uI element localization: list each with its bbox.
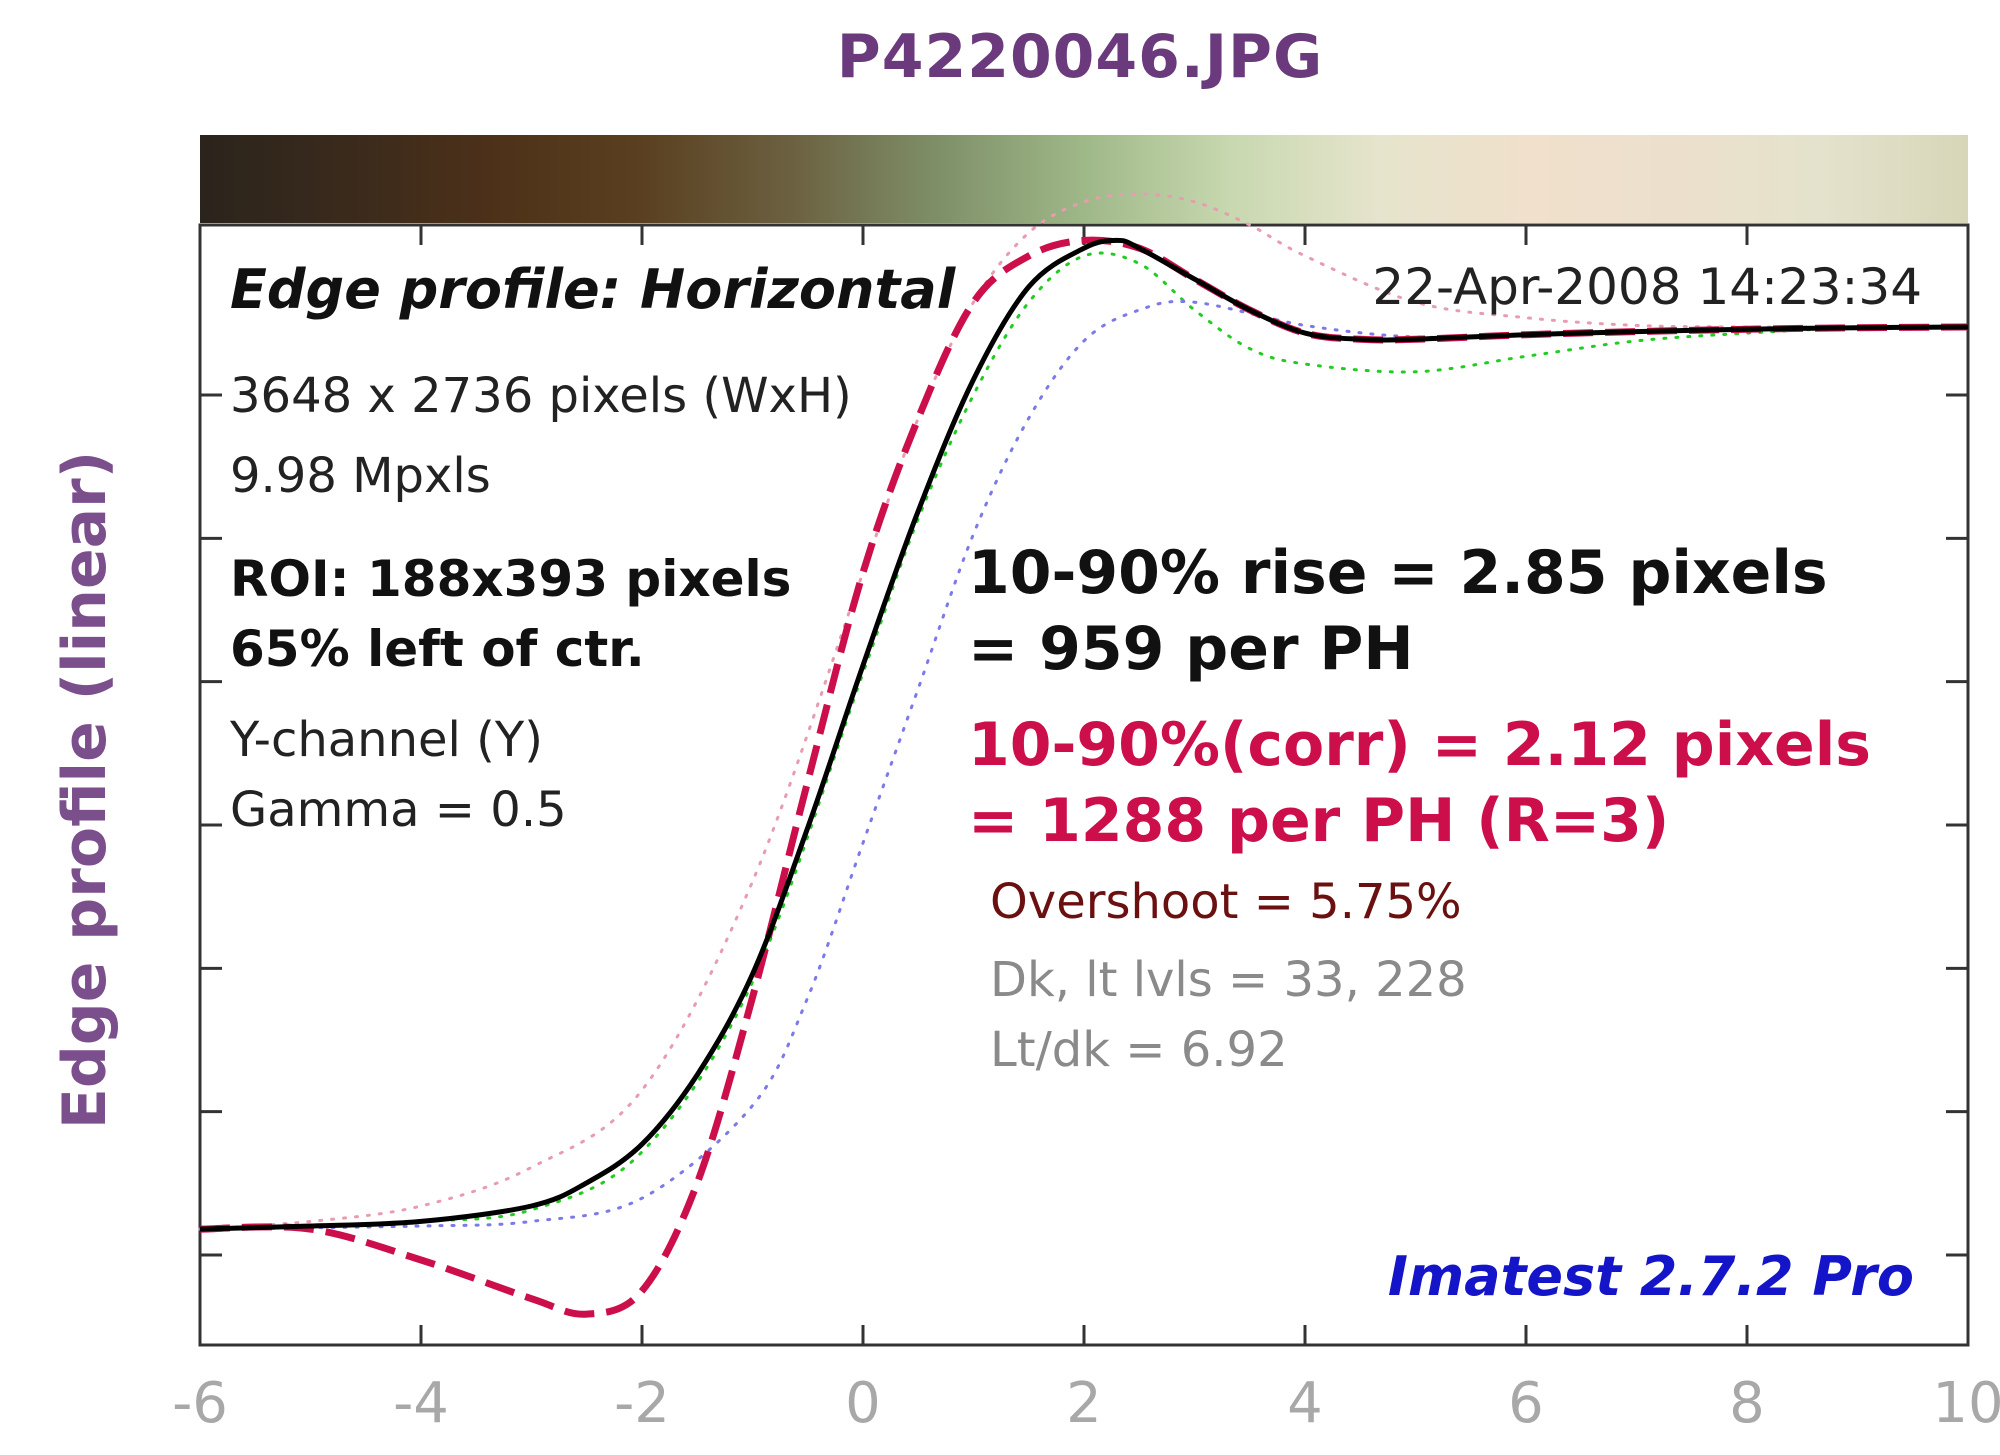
gamma-label: Gamma = 0.5 [230,782,567,838]
software-brand: Imatest 2.7.2 Pro [1387,1245,1914,1308]
x-tick-label: 2 [1066,1371,1102,1436]
series-line-1 [199,237,1969,1232]
overshoot: Overshoot = 5.75% [990,874,1462,930]
channel-label: Y-channel (Y) [230,712,543,768]
corrected-rise: 10-90%(corr) = 2.12 pixels [968,710,1871,780]
x-tick-label: 8 [1729,1371,1765,1436]
megapixels: 9.98 Mpxls [230,448,491,504]
light-dark-ratio: Lt/dk = 6.92 [990,1022,1288,1078]
x-tick-label: -4 [393,1371,449,1436]
edge-profile-title: Edge profile: Horizontal [230,258,956,321]
rise-per-ph: = 959 per PH [968,614,1414,684]
x-tick-label: 4 [1287,1371,1323,1436]
image-dimensions: 3648 x 2736 pixels (WxH) [230,368,852,424]
levels: Dk, lt lvls = 33, 228 [990,952,1467,1008]
axis-ticks [198,225,1970,1345]
roi-size: ROI: 188x393 pixels [230,550,792,608]
x-tick-label: -2 [614,1371,670,1436]
roi-position: 65% left of ctr. [230,620,645,678]
x-tick-label: 10 [1932,1371,2000,1436]
rise-distance: 10-90% rise = 2.85 pixels [968,538,1828,608]
chart-title: P4220046.JPG [836,22,1324,92]
x-tick-label: 0 [845,1371,881,1436]
series-line-4 [198,192,1970,1231]
x-tick-label: 6 [1508,1371,1544,1436]
date-stamp: 22-Apr-2008 14:23:34 [1372,258,1922,316]
x-tick-labels: -6 -4 -2 0 2 4 6 8 10 [172,1371,2000,1436]
corrected-per-ph: = 1288 per PH (R=3) [968,786,1670,856]
x-tick-label: -6 [172,1371,228,1436]
series-line-3 [198,251,1970,1231]
colorbar [200,135,1968,223]
series-group [198,192,1970,1318]
